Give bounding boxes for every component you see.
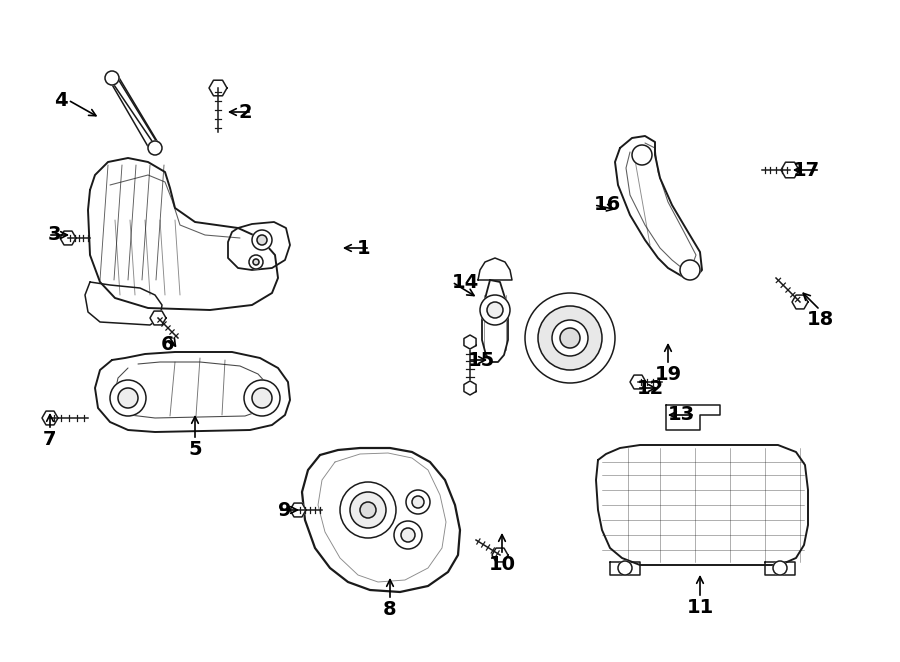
Text: 18: 18 (806, 310, 833, 329)
Text: 10: 10 (489, 555, 516, 574)
Circle shape (110, 380, 146, 416)
Text: 19: 19 (654, 365, 681, 384)
Circle shape (252, 388, 272, 408)
Circle shape (340, 482, 396, 538)
Polygon shape (666, 405, 720, 430)
Polygon shape (615, 136, 702, 278)
Circle shape (252, 230, 272, 250)
Text: 5: 5 (188, 440, 202, 459)
Circle shape (552, 320, 588, 356)
Circle shape (773, 561, 787, 575)
Circle shape (406, 490, 430, 514)
Polygon shape (482, 280, 508, 362)
Circle shape (249, 255, 263, 269)
Text: 13: 13 (668, 406, 695, 424)
Circle shape (618, 561, 632, 575)
Circle shape (257, 235, 267, 245)
Polygon shape (792, 295, 808, 309)
Text: 6: 6 (161, 335, 175, 354)
Circle shape (480, 295, 510, 325)
Text: 14: 14 (452, 273, 479, 291)
Text: 8: 8 (383, 600, 397, 619)
Polygon shape (302, 448, 460, 592)
Polygon shape (88, 158, 278, 310)
Polygon shape (60, 231, 76, 245)
Text: 7: 7 (43, 430, 57, 449)
Circle shape (105, 71, 119, 85)
Polygon shape (290, 503, 306, 517)
Polygon shape (107, 76, 160, 150)
Circle shape (632, 145, 652, 165)
Circle shape (253, 259, 259, 265)
Text: 2: 2 (238, 103, 252, 122)
Text: 1: 1 (356, 238, 370, 258)
Text: 4: 4 (54, 91, 68, 109)
Polygon shape (478, 258, 512, 280)
Polygon shape (464, 381, 476, 395)
Polygon shape (42, 411, 58, 425)
Polygon shape (596, 445, 808, 565)
Polygon shape (150, 311, 166, 325)
Circle shape (394, 521, 422, 549)
Polygon shape (492, 548, 508, 562)
Circle shape (350, 492, 386, 528)
Circle shape (560, 328, 580, 348)
Circle shape (412, 496, 424, 508)
Circle shape (118, 388, 138, 408)
Text: 17: 17 (793, 160, 820, 179)
Circle shape (148, 141, 162, 155)
Text: 11: 11 (687, 598, 714, 617)
Polygon shape (781, 162, 799, 178)
Text: 9: 9 (278, 500, 292, 520)
Text: 16: 16 (594, 195, 621, 214)
Polygon shape (228, 222, 290, 270)
Polygon shape (765, 562, 795, 575)
Polygon shape (464, 335, 476, 349)
Polygon shape (610, 562, 640, 575)
Circle shape (680, 260, 700, 280)
Circle shape (244, 380, 280, 416)
Circle shape (525, 293, 615, 383)
Circle shape (538, 306, 602, 370)
Polygon shape (630, 375, 646, 389)
Polygon shape (209, 80, 227, 96)
Text: 12: 12 (637, 379, 664, 397)
Polygon shape (85, 282, 162, 325)
Circle shape (401, 528, 415, 542)
Text: 15: 15 (468, 350, 495, 369)
Circle shape (360, 502, 376, 518)
Text: 3: 3 (48, 226, 61, 244)
Circle shape (487, 302, 503, 318)
Polygon shape (95, 352, 290, 432)
